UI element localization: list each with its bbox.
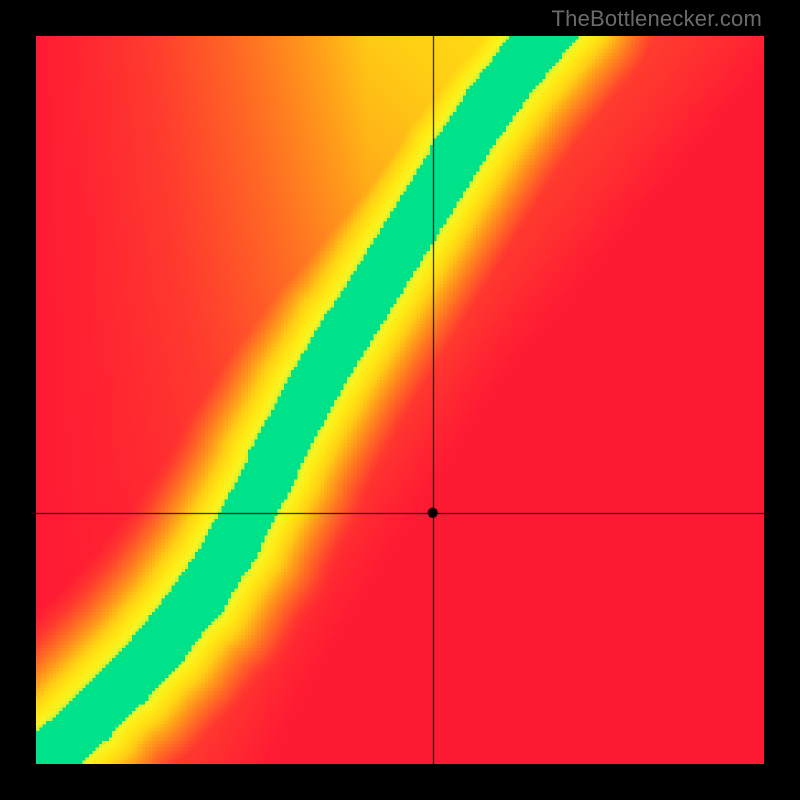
crosshair-overlay <box>36 36 764 764</box>
watermark-text: TheBottlenecker.com <box>552 6 762 32</box>
chart-container: TheBottlenecker.com <box>0 0 800 800</box>
